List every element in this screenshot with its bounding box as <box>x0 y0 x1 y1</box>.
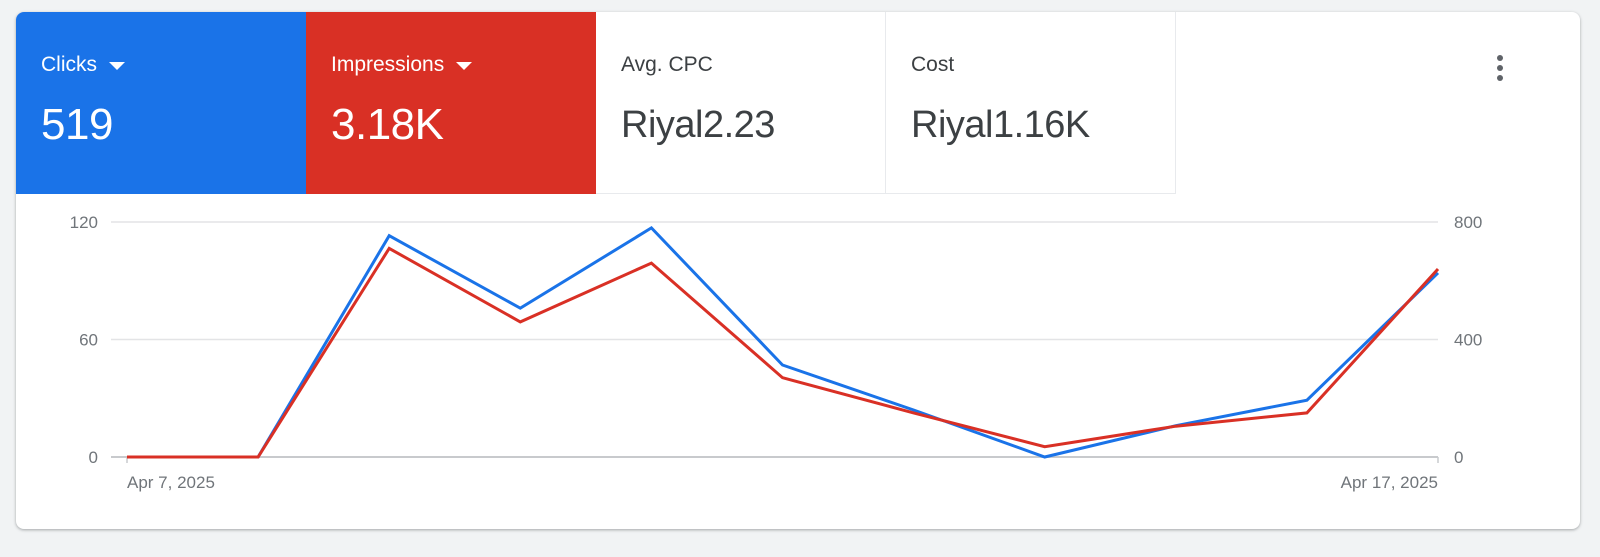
dropdown-arrow-icon[interactable] <box>109 62 125 70</box>
series-line-clicks <box>127 225 1440 459</box>
metric-tile-avg-cpc[interactable]: Avg. CPC Riyal2.23 <box>596 12 886 194</box>
x-tick-label: Apr 7, 2025 <box>127 473 215 492</box>
y-left-tick-label: 0 <box>89 448 98 467</box>
more-vert-icon[interactable] <box>1484 50 1516 86</box>
y-left-tick-label: 60 <box>79 331 98 350</box>
metric-tile-cost[interactable]: Cost Riyal1.16K <box>886 12 1176 194</box>
y-right-tick-label: 0 <box>1454 448 1463 467</box>
metric-label: Cost <box>911 53 955 76</box>
y-left-tick-label: 120 <box>70 213 98 232</box>
metric-header: Clicks <box>41 52 306 78</box>
y-right-tick-label: 400 <box>1454 331 1482 350</box>
metric-value: Riyal1.16K <box>911 104 1090 146</box>
series-line-impressions <box>127 246 1440 459</box>
line-chart: 0 60 120 0 400 800 Apr 7, 2025 Apr 17, 2025 <box>70 213 1483 492</box>
performance-card: Clicks 519 Impressions 3.18K Avg. CPC Ri… <box>16 12 1580 529</box>
metric-label: Clicks <box>41 53 97 76</box>
metric-label: Avg. CPC <box>621 53 713 76</box>
metric-value: Riyal2.23 <box>621 104 775 146</box>
metric-label: Impressions <box>331 53 445 76</box>
y-right-tick-label: 800 <box>1454 213 1482 232</box>
metric-header: Impressions <box>331 52 596 78</box>
metric-header: Avg. CPC <box>621 52 885 78</box>
metric-value: 519 <box>41 100 113 149</box>
dropdown-arrow-icon[interactable] <box>456 62 473 70</box>
metric-tile-impressions[interactable]: Impressions 3.18K <box>306 12 596 194</box>
x-tick-label: Apr 17, 2025 <box>1341 473 1438 492</box>
metric-tile-clicks[interactable]: Clicks 519 <box>16 12 306 194</box>
metric-tiles: Clicks 519 Impressions 3.18K Avg. CPC Ri… <box>16 12 1176 194</box>
metric-value: 3.18K <box>331 100 444 149</box>
metric-header: Cost <box>911 52 1175 78</box>
